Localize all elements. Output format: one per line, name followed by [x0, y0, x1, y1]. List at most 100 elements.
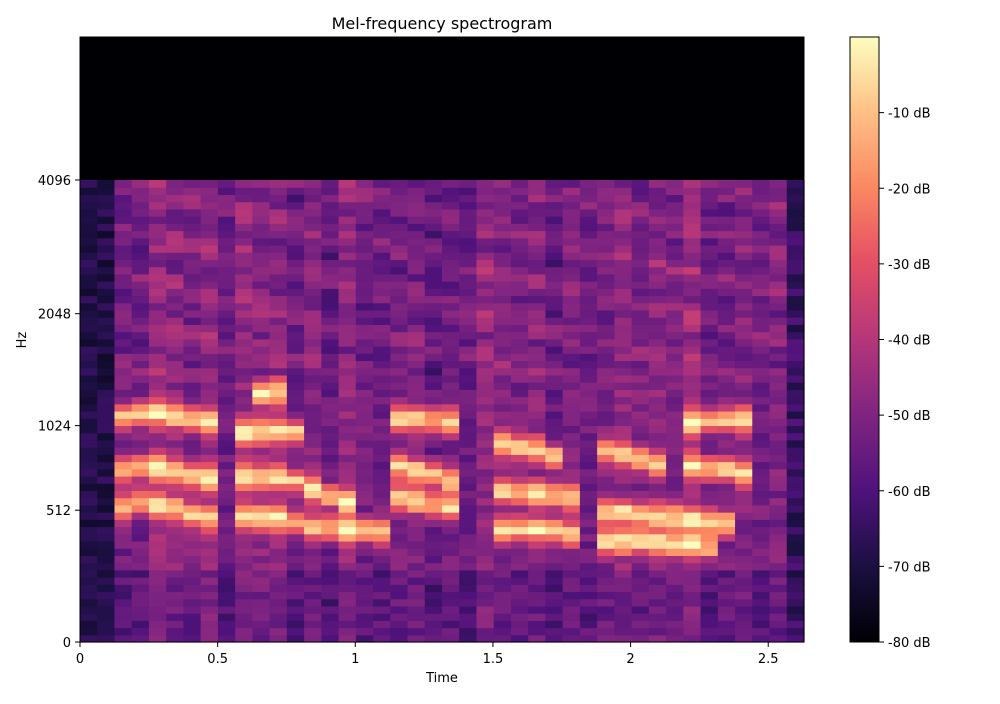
spectrogram-cell — [217, 288, 236, 297]
spectrogram-cell — [459, 382, 478, 390]
spectrogram-cell — [321, 353, 340, 362]
spectrogram-cell — [97, 418, 116, 427]
spectrogram-cell — [614, 454, 633, 463]
spectrogram-cell — [338, 468, 357, 477]
spectrogram-cell — [321, 237, 340, 246]
spectrogram-cell — [476, 179, 495, 188]
spectrogram-cell — [666, 201, 684, 210]
spectrogram-cell — [269, 216, 288, 224]
spectrogram-cell — [424, 367, 443, 376]
spectrogram-cell — [166, 295, 185, 304]
spectrogram-cell — [786, 223, 805, 232]
spectrogram-cell — [97, 483, 116, 491]
spectrogram-cell — [769, 432, 788, 441]
spectrogram-cell — [493, 447, 512, 455]
spectrogram-cell — [579, 309, 598, 318]
spectrogram-cell — [579, 353, 598, 362]
spectrogram-cell — [752, 634, 771, 643]
spectrogram-cell — [355, 230, 374, 239]
spectrogram-cell — [217, 591, 236, 600]
spectrogram-cell — [476, 374, 495, 383]
spectrogram-cell — [476, 187, 495, 196]
spectrogram-cell — [373, 605, 391, 614]
spectrogram-cell — [97, 432, 116, 441]
spectrogram-cell — [217, 194, 236, 203]
colorbar-tick-label: -50 dB — [888, 409, 931, 424]
spectrogram-cell — [269, 447, 288, 455]
spectrogram-cell — [614, 475, 633, 484]
spectrogram-cell — [183, 447, 202, 455]
spectrogram-cell — [786, 374, 805, 383]
spectrogram-cell — [183, 187, 202, 196]
spectrogram-cell — [131, 367, 150, 376]
spectrogram-cell — [476, 201, 495, 210]
spectrogram-cell — [321, 360, 340, 369]
spectrogram-cell — [235, 620, 253, 629]
y-tick-label: 0 — [63, 636, 71, 651]
spectrogram-cell — [97, 410, 116, 419]
spectrogram-cell — [493, 439, 512, 448]
spectrogram-cell — [217, 396, 236, 405]
spectrogram-cell — [148, 403, 167, 412]
spectrogram-cell — [114, 382, 133, 390]
spectrogram-cell — [114, 302, 133, 311]
spectrogram-cell — [166, 605, 185, 614]
spectrogram-cell — [131, 201, 150, 210]
spectrogram-cell — [528, 504, 547, 513]
spectrogram-cell — [735, 208, 753, 217]
spectrogram-cell — [235, 266, 253, 275]
spectrogram-cell — [321, 396, 340, 405]
spectrogram-cell — [442, 179, 460, 188]
spectrogram-cell — [373, 382, 391, 390]
spectrogram-cell — [166, 216, 185, 224]
spectrogram-cell — [700, 317, 719, 325]
spectrogram-cell — [614, 302, 633, 311]
spectrogram-cell — [631, 461, 650, 470]
spectrogram-cell — [269, 418, 288, 427]
spectrogram-cell — [700, 187, 719, 196]
spectrogram-cell — [648, 519, 667, 528]
spectrogram-cell — [183, 403, 202, 412]
spectrogram-cell — [752, 252, 771, 260]
spectrogram-cell — [683, 634, 702, 643]
spectrogram-cell — [80, 634, 98, 643]
spectrogram-cell — [717, 244, 736, 253]
spectrogram-cell — [752, 504, 771, 513]
spectrogram-cell — [321, 475, 340, 484]
spectrogram-cell — [166, 187, 185, 196]
spectrogram-cell — [752, 562, 771, 571]
spectrogram-cell — [528, 526, 547, 535]
spectrogram-cell — [614, 237, 633, 246]
spectrogram-cell — [614, 569, 633, 578]
spectrogram-cell — [424, 317, 443, 325]
spectrogram-cell — [252, 281, 271, 289]
spectrogram-cell — [166, 555, 185, 564]
spectrogram-cell — [217, 367, 236, 376]
spectrogram-cell — [614, 208, 633, 217]
spectrogram-cell — [786, 389, 805, 398]
spectrogram-cell — [321, 346, 340, 354]
spectrogram-cell — [683, 533, 702, 542]
spectrogram-cell — [114, 281, 133, 289]
spectrogram-cell — [338, 201, 357, 210]
spectrogram-cell — [459, 504, 478, 513]
spectrogram-cell — [769, 461, 788, 470]
spectrogram-cell — [717, 281, 736, 289]
spectrogram-cell — [493, 454, 512, 463]
spectrogram-cell — [390, 302, 409, 311]
spectrogram-cell — [648, 194, 667, 203]
spectrogram-cell — [304, 360, 322, 369]
spectrogram-cell — [200, 360, 219, 369]
x-tick-label: 1 — [351, 652, 359, 667]
spectrogram-cell — [97, 519, 116, 528]
spectrogram-cell — [114, 309, 133, 318]
spectrogram-cell — [614, 468, 633, 477]
spectrogram-cell — [321, 504, 340, 513]
spectrogram-cell — [114, 475, 133, 484]
spectrogram-cell — [614, 273, 633, 282]
spectrogram-cell — [442, 526, 460, 535]
spectrogram-cell — [769, 317, 788, 325]
spectrogram-cell — [683, 475, 702, 484]
spectrogram-cell — [631, 244, 650, 253]
spectrogram-cell — [373, 281, 391, 289]
